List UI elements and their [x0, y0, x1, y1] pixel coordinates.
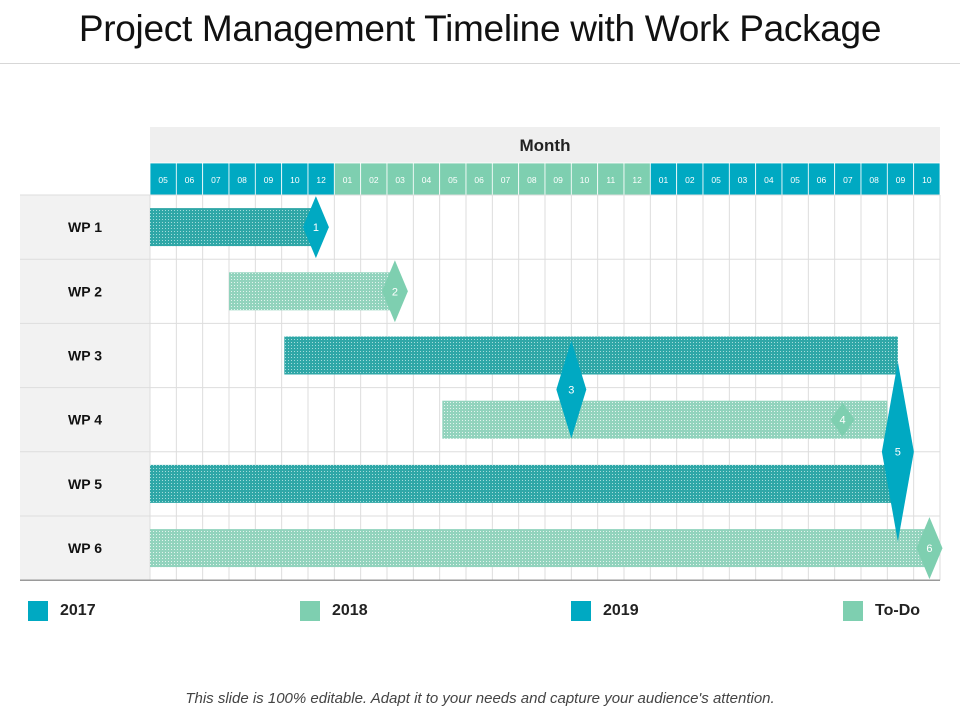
month-tick-label: 09 [553, 175, 563, 185]
month-tick-label: 08 [237, 175, 247, 185]
wp-row-label: WP 4 [68, 412, 102, 428]
month-cell [202, 162, 230, 196]
month-cell [623, 162, 651, 196]
month-tick-label: 08 [869, 175, 879, 185]
legend-swatch [300, 601, 320, 621]
month-header-band [150, 127, 940, 163]
month-cell [649, 162, 678, 196]
month-cell [807, 162, 836, 196]
legend-item-2017: 2017 [28, 600, 96, 622]
month-tick-label: 11 [606, 175, 615, 185]
month-cell [886, 162, 915, 196]
month-tick-label: 06 [817, 175, 827, 185]
month-cell [913, 162, 941, 196]
wp-row-label: WP 5 [68, 476, 102, 492]
month-tick-label: 07 [211, 175, 221, 185]
month-cell [465, 162, 493, 196]
title-divider [0, 63, 960, 64]
month-tick-label: 03 [395, 175, 405, 185]
month-tick-label: 07 [501, 175, 511, 185]
month-tick-label: 04 [764, 175, 774, 185]
month-tick-label: 01 [659, 175, 669, 185]
month-tick-label: 02 [685, 175, 695, 185]
month-cell [702, 162, 730, 196]
month-cell [281, 162, 309, 196]
wp-bar [150, 529, 930, 568]
month-tick-label: 12 [632, 175, 642, 185]
wp-row-label: WP 1 [68, 219, 102, 235]
month-tick-label: 10 [290, 175, 300, 185]
month-cell [386, 162, 414, 196]
legend-item-2018: 2018 [300, 600, 368, 622]
milestone-label: 5 [895, 447, 901, 459]
footer-note: This slide is 100% editable. Adapt it to… [185, 690, 775, 707]
month-cell [491, 162, 520, 196]
legend-label: 2018 [332, 602, 368, 619]
month-cell [781, 162, 809, 196]
month-cell [412, 162, 441, 196]
wp-bar [442, 400, 888, 439]
wp-bar [150, 464, 898, 503]
month-tick-label: 06 [185, 175, 195, 185]
month-tick-label: 09 [264, 175, 274, 185]
wp-row-label: WP 6 [68, 540, 102, 556]
month-tick-label: 03 [738, 175, 748, 185]
milestone-diamond [556, 340, 587, 439]
month-tick-label: 09 [896, 175, 906, 185]
month-header-label: Month [520, 136, 571, 155]
milestone-diamond [381, 260, 408, 323]
month-tick-label: 04 [422, 175, 432, 185]
legend-item-todo: To-Do [843, 600, 920, 622]
month-tick-label: 06 [474, 175, 484, 185]
month-cell [175, 162, 204, 196]
legend-swatch [843, 601, 863, 621]
legend-swatch [571, 601, 591, 621]
month-tick-label: 08 [527, 175, 537, 185]
month-tick-label: 10 [922, 175, 932, 185]
month-tick-label: 05 [790, 175, 800, 185]
legend-label: 2019 [603, 602, 639, 619]
legend-swatch [28, 601, 48, 621]
month-cell [676, 162, 704, 196]
milestone-label: 4 [840, 415, 846, 427]
wp-row-label: WP 3 [68, 348, 102, 364]
milestone-label: 6 [926, 543, 932, 555]
milestone-label: 1 [313, 222, 319, 234]
milestone-label: 3 [568, 385, 574, 397]
month-tick-label: 05 [448, 175, 458, 185]
month-tick-label: 07 [843, 175, 853, 185]
milestone-diamond [881, 361, 914, 542]
legend-item-2019: 2019 [571, 600, 639, 622]
month-cell [544, 162, 572, 196]
month-tick-label: 12 [316, 175, 326, 185]
legend-label: To-Do [875, 602, 921, 619]
wp-bar [229, 272, 393, 311]
wp-bar [150, 208, 316, 247]
month-tick-label: 05 [158, 175, 168, 185]
month-cell [254, 162, 283, 196]
legend-label: 2017 [60, 602, 96, 619]
milestone-diamond [302, 196, 329, 259]
month-tick-label: 02 [369, 175, 379, 185]
page-title: Project Management Timeline with Work Pa… [78, 8, 882, 49]
month-cell [728, 162, 757, 196]
wp-row-label: WP 2 [68, 283, 102, 299]
month-tick-label: 05 [711, 175, 721, 185]
milestone-diamond [830, 402, 855, 437]
wp-bar [284, 336, 898, 375]
milestone-label: 2 [392, 286, 398, 298]
month-tick-label: 10 [580, 175, 590, 185]
month-tick-label: 01 [343, 175, 353, 185]
milestone-diamond [916, 517, 943, 580]
